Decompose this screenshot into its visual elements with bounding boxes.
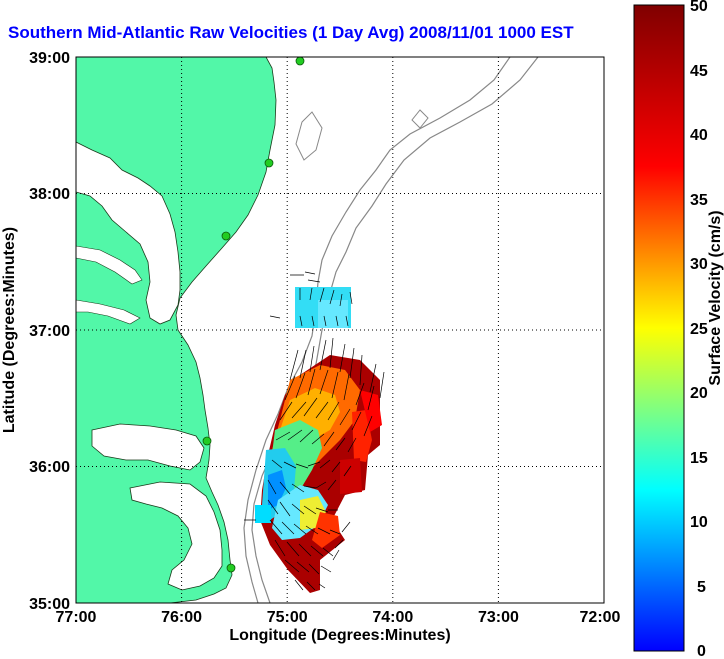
radar-stations	[202, 57, 305, 573]
x-axis-label: Longitude (Degrees:Minutes)	[229, 627, 450, 644]
river	[76, 299, 141, 325]
plot-frame	[75, 56, 605, 604]
colorbar-tick-label: 40	[690, 127, 708, 144]
map-title: Southern Mid-Atlantic Raw Velocities (1 …	[8, 23, 574, 42]
bathymetry-contour	[295, 111, 323, 161]
colorbar-ticks: 50 45 40 35 30 25 20 15 10 5 0	[690, 0, 708, 659]
colorbar-tick-label: 10	[690, 514, 708, 531]
colorbar-tick-label: 20	[690, 385, 708, 402]
sound	[91, 423, 205, 471]
x-tick-label: 74:00	[372, 609, 413, 626]
y-tick-label: 36:00	[29, 459, 70, 476]
x-tick-label: 75:00	[267, 609, 308, 626]
y-tick-label: 39:00	[29, 50, 70, 67]
colorbar-tick-label: 30	[690, 256, 708, 273]
colorbar-tick-label: 5	[697, 579, 706, 596]
y-axis-label: Latitude (Degrees:Minutes)	[1, 227, 18, 433]
x-tick-label: 72:00	[580, 609, 621, 626]
bathymetry-contour	[411, 109, 429, 129]
velocity-patch-north	[318, 300, 348, 328]
river	[76, 245, 143, 285]
colorbar-tick-label: 35	[690, 192, 708, 209]
x-tick-label: 77:00	[56, 609, 97, 626]
y-ticks: 39:00 38:00 37:00 36:00 35:00	[29, 50, 70, 613]
colorbar-tick-label: 45	[690, 63, 708, 80]
x-tick-label: 73:00	[478, 609, 519, 626]
colorbar-label: Surface Velocity (cm/s)	[707, 210, 724, 385]
y-tick-label: 37:00	[29, 323, 70, 340]
x-tick-label: 76:00	[161, 609, 202, 626]
colorbar-tick-label: 50	[690, 0, 708, 15]
bay	[76, 141, 181, 325]
y-tick-label: 35:00	[29, 596, 70, 613]
colorbar	[633, 4, 685, 652]
colorbar-tick-label: 0	[697, 643, 706, 659]
x-ticks: 77:00 76:00 75:00 74:00 73:00 72:00	[56, 609, 621, 626]
colorbar-tick-label: 15	[690, 450, 708, 467]
velocity-vectors	[244, 271, 385, 591]
y-tick-label: 38:00	[29, 186, 70, 203]
colorbar-tick-label: 25	[690, 321, 708, 338]
